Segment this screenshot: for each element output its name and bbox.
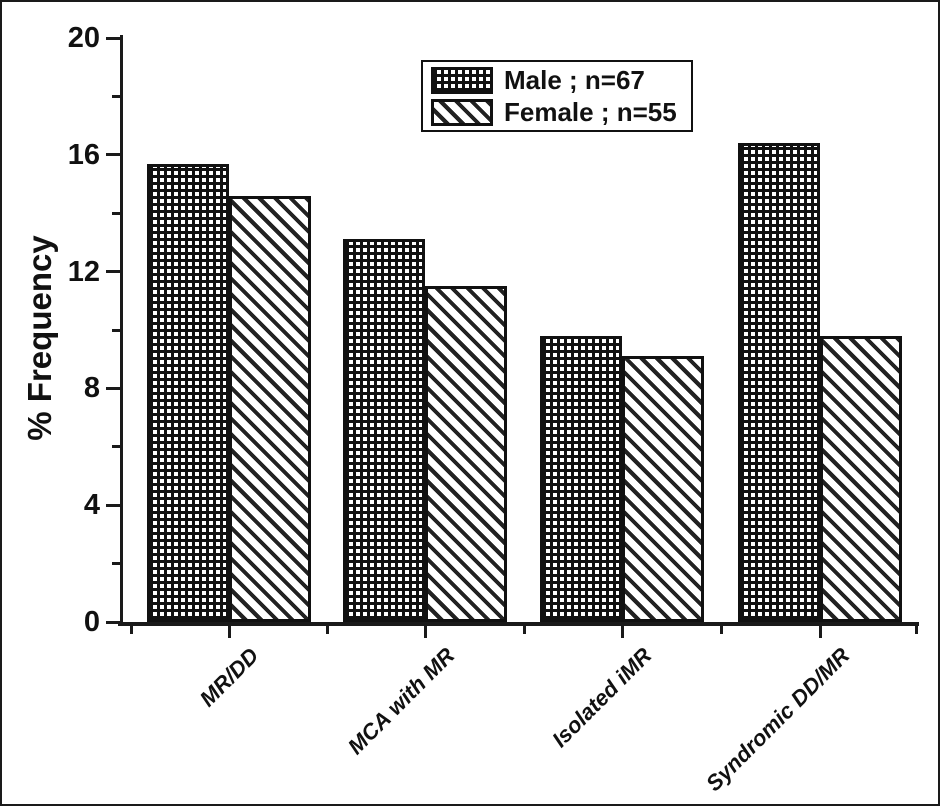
x-category-label-syndromic-dd-mr: Syndromic DD/MR bbox=[700, 642, 855, 797]
y-axis-major-tick bbox=[106, 270, 121, 274]
y-axis-major-tick bbox=[106, 153, 121, 157]
y-axis-minor-tick bbox=[112, 328, 121, 332]
bar-female-isolated-imr bbox=[622, 356, 704, 622]
legend-label-male: Male ; n=67 bbox=[504, 65, 645, 95]
x-axis-minor-tick bbox=[325, 625, 329, 634]
x-axis-minor-tick bbox=[129, 625, 133, 634]
bar-male-isolated-imr bbox=[540, 335, 622, 622]
y-axis-minor-tick bbox=[112, 445, 121, 449]
legend-label-female: Female ; n=55 bbox=[504, 97, 677, 127]
bar-male-mr-dd bbox=[147, 163, 229, 622]
x-axis-minor-tick bbox=[914, 625, 918, 634]
bar-male-mca-with-mr bbox=[343, 239, 425, 622]
y-axis-minor-tick bbox=[112, 94, 121, 98]
x-axis-major-tick bbox=[227, 625, 231, 638]
x-category-label-isolated-imr: Isolated iMR bbox=[547, 642, 657, 753]
y-axis-tick-label: 0 bbox=[83, 606, 100, 638]
x-axis-minor-tick bbox=[522, 625, 526, 634]
y-axis-minor-tick bbox=[112, 211, 121, 215]
y-axis-tick-label: 16 bbox=[67, 138, 100, 171]
y-axis-line bbox=[120, 35, 123, 626]
bar-female-mca-with-mr bbox=[425, 286, 507, 622]
y-axis-major-tick bbox=[106, 386, 121, 390]
bar-female-syndromic-dd-mr bbox=[820, 335, 902, 622]
x-axis-major-tick bbox=[818, 625, 822, 638]
y-axis-tick-label: 8 bbox=[83, 372, 100, 405]
female-pattern-swatch bbox=[431, 98, 493, 126]
x-axis-minor-tick bbox=[719, 625, 723, 634]
y-axis-major-tick bbox=[106, 503, 121, 507]
y-axis-title: % Frequency bbox=[21, 235, 58, 441]
y-axis-minor-tick bbox=[112, 562, 121, 566]
x-category-label-mr-dd: MR/DD bbox=[194, 642, 264, 712]
male-pattern-swatch bbox=[431, 66, 493, 94]
legend-box: Male ; n=67 Female ; n=55 bbox=[421, 60, 693, 132]
legend-item-female: Female ; n=55 bbox=[431, 97, 683, 127]
x-category-label-mca-with-mr: MCA with MR bbox=[342, 642, 460, 760]
x-axis-major-tick bbox=[620, 625, 624, 638]
y-axis-tick-label: 20 bbox=[67, 22, 100, 54]
y-axis-tick-label: 12 bbox=[67, 255, 100, 288]
y-axis-tick-label: 4 bbox=[83, 489, 100, 522]
y-axis-major-tick bbox=[106, 36, 121, 40]
legend-item-male: Male ; n=67 bbox=[431, 65, 683, 95]
x-axis-line bbox=[118, 622, 919, 626]
bar-male-syndromic-dd-mr bbox=[738, 143, 820, 622]
x-axis-major-tick bbox=[423, 625, 427, 638]
bar-female-mr-dd bbox=[229, 195, 311, 622]
y-axis-major-tick bbox=[106, 620, 121, 624]
